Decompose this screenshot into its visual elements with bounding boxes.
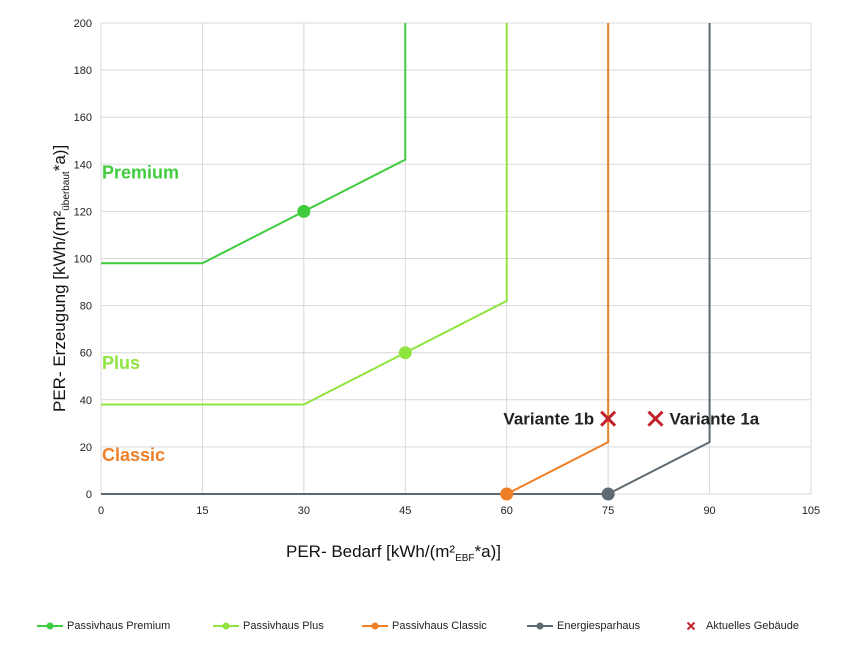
x-tick-label: 90: [703, 505, 715, 517]
y-tick-label: 60: [80, 348, 92, 360]
building-points: Variante 1b Variante 1a: [503, 410, 759, 429]
legend-energiespar-icon: [527, 622, 553, 630]
y-axis-title-sub: überbaut: [61, 171, 72, 211]
x-axis-title-sub: EBF: [455, 553, 474, 564]
x-tick-label: 45: [399, 505, 411, 517]
y-axis-title-main: PER- Erzeugung [kWh/(m²: [50, 210, 69, 412]
tick-labels: 0 20 40 60 80 100 120 140 160 180 200 0 15 30 45 60 75 90…: [74, 18, 821, 517]
legend-item-classic: Passivhaus Classic: [362, 620, 487, 632]
y-tick-label: 20: [80, 442, 92, 454]
y-axis-title-end: *a)]: [50, 145, 69, 171]
x-tick-label: 30: [298, 505, 310, 517]
zone-label-classic: Classic: [102, 445, 165, 465]
building-point-label-1: Variante 1b: [503, 410, 594, 429]
series-marker-4: [601, 487, 615, 501]
legend-label-plus: Passivhaus Plus: [243, 620, 324, 632]
zone-label-plus: Plus: [102, 353, 140, 373]
x-axis-title-end: *a)]: [475, 542, 501, 561]
legend-aktuell-icon: [686, 621, 696, 631]
legend-item-plus: Passivhaus Plus: [213, 620, 324, 632]
x-tick-label: 15: [196, 505, 208, 517]
legend-label-aktuell: Aktuelles Gebäude: [706, 620, 799, 632]
legend-label-energiespar: Energiesparhaus: [557, 620, 641, 632]
legend-item-premium: Passivhaus Premium: [37, 620, 170, 632]
y-tick-label: 120: [74, 206, 92, 218]
series-line-4: [101, 23, 711, 495]
x-tick-label: 60: [501, 505, 513, 517]
zone-labels: Premium Plus Classic: [102, 162, 179, 465]
legend-label-classic: Passivhaus Classic: [392, 620, 487, 632]
y-tick-label: 140: [74, 159, 92, 171]
x-tick-label: 0: [98, 505, 104, 517]
series-marker-3: [500, 487, 514, 501]
y-tick-label: 180: [74, 65, 92, 77]
zone-label-premium: Premium: [102, 162, 179, 182]
y-tick-label: 80: [80, 301, 92, 313]
legend-plus-icon: [213, 622, 239, 630]
y-tick-label: 0: [86, 489, 92, 501]
y-tick-label: 100: [74, 254, 92, 266]
building-point-marker-2: [647, 410, 664, 427]
y-tick-label: 40: [80, 395, 92, 407]
x-tick-label: 75: [602, 505, 614, 517]
series-markers: [297, 204, 615, 501]
legend-classic-icon: [362, 622, 388, 630]
building-point-marker-1: [600, 410, 617, 427]
y-axis-title: PER- Erzeugung [kWh/(m²überbaut*a)]: [50, 145, 72, 412]
legend: Passivhaus Premium Passivhaus Plus Passi…: [0, 620, 851, 640]
series-line-1: [101, 23, 407, 265]
legend-item-aktuell: Aktuelles Gebäude: [684, 620, 799, 632]
building-point-label-2: Variante 1a: [669, 410, 759, 429]
legend-item-energiespar: Energiesparhaus: [527, 620, 640, 632]
y-tick-label: 200: [74, 18, 92, 30]
x-axis-title: PER- Bedarf [kWh/(m²EBF*a)]: [286, 542, 501, 564]
series-marker-2: [398, 346, 412, 360]
series-marker-1: [297, 204, 311, 218]
y-tick-label: 160: [74, 112, 92, 124]
legend-premium-icon: [37, 622, 63, 630]
x-tick-label: 105: [802, 505, 820, 517]
legend-label-premium: Passivhaus Premium: [67, 620, 171, 632]
x-axis-title-main: PER- Bedarf [kWh/(m²: [286, 542, 455, 561]
